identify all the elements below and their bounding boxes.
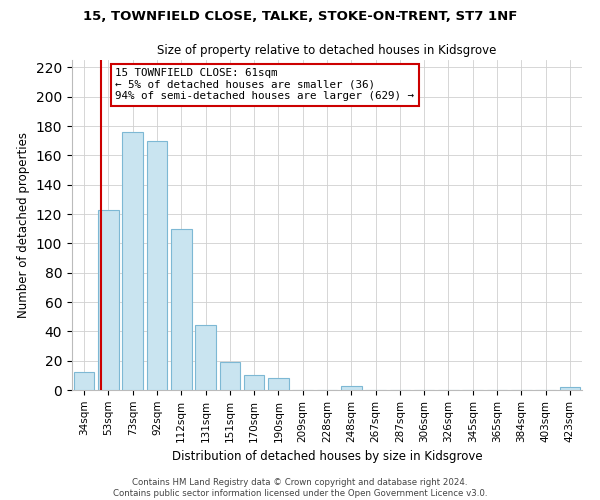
X-axis label: Distribution of detached houses by size in Kidsgrove: Distribution of detached houses by size … [172, 450, 482, 463]
Bar [268, 378, 289, 390]
Bar [195, 326, 216, 390]
Bar [98, 210, 119, 390]
Bar [171, 228, 191, 390]
Text: 15, TOWNFIELD CLOSE, TALKE, STOKE-ON-TRENT, ST7 1NF: 15, TOWNFIELD CLOSE, TALKE, STOKE-ON-TRE… [83, 10, 517, 23]
Bar [220, 362, 240, 390]
Text: 15 TOWNFIELD CLOSE: 61sqm
← 5% of detached houses are smaller (36)
94% of semi-d: 15 TOWNFIELD CLOSE: 61sqm ← 5% of detach… [115, 68, 415, 102]
Title: Size of property relative to detached houses in Kidsgrove: Size of property relative to detached ho… [157, 44, 497, 58]
Bar [122, 132, 143, 390]
Bar [74, 372, 94, 390]
Y-axis label: Number of detached properties: Number of detached properties [17, 132, 30, 318]
Text: Contains HM Land Registry data © Crown copyright and database right 2024.
Contai: Contains HM Land Registry data © Crown c… [113, 478, 487, 498]
Bar [244, 376, 265, 390]
Bar [146, 140, 167, 390]
Bar [560, 387, 580, 390]
Bar [341, 386, 362, 390]
